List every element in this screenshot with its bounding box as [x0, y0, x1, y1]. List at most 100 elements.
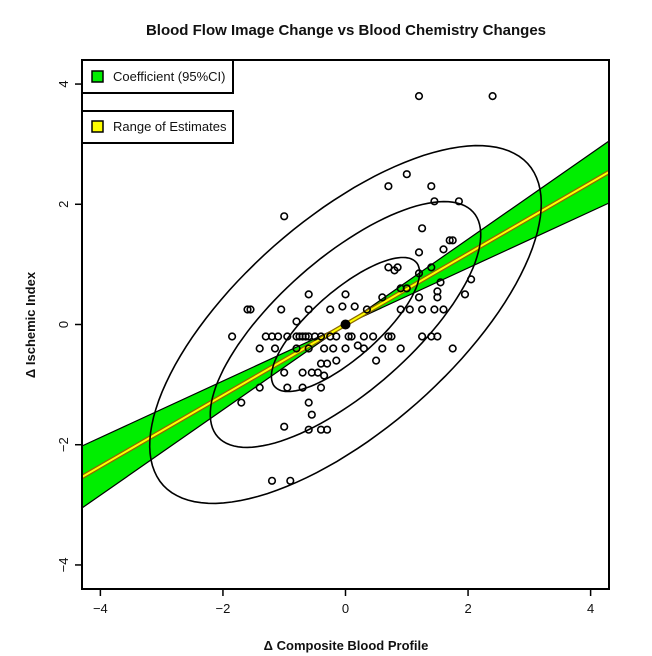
data-point — [255, 344, 264, 353]
data-point — [341, 344, 350, 353]
data-point — [280, 368, 289, 377]
data-point — [304, 344, 313, 353]
data-point — [448, 344, 457, 353]
legend-range: Range of Estimates — [81, 110, 234, 144]
y-tick-label: −4 — [56, 558, 71, 573]
chart-title: Blood Flow Image Change vs Blood Chemist… — [146, 22, 546, 39]
data-point — [467, 275, 476, 284]
data-point — [353, 341, 362, 350]
data-point — [237, 398, 246, 407]
data-point — [228, 332, 237, 341]
data-point — [274, 332, 283, 341]
ellipse-3 — [148, 144, 543, 505]
data-point — [414, 91, 424, 101]
legend-box-range — [81, 110, 234, 144]
x-tick-label: −4 — [93, 601, 108, 616]
data-point — [430, 305, 439, 314]
data-point — [427, 263, 436, 272]
data-point — [384, 332, 393, 341]
data-point — [460, 290, 470, 299]
data-point — [332, 332, 341, 341]
y-axis-label: Δ Ischemic Index — [23, 271, 38, 378]
data-point — [448, 236, 457, 245]
data-point — [277, 305, 286, 314]
data-point — [323, 425, 332, 434]
data-point — [418, 305, 427, 314]
data-point — [304, 305, 313, 314]
data-point — [304, 290, 313, 299]
x-tick-label: 2 — [464, 601, 471, 616]
density-ellipses — [148, 144, 543, 505]
data-point — [298, 368, 307, 377]
data-point — [332, 356, 341, 365]
data-point — [414, 269, 424, 278]
data-point — [418, 224, 427, 233]
data-point — [384, 263, 393, 272]
legend-box-coefficient — [81, 59, 234, 94]
legend-swatch-coefficient — [91, 70, 104, 83]
data-point — [283, 383, 292, 392]
data-point — [341, 290, 350, 299]
data-point — [378, 344, 387, 353]
data-point — [433, 293, 442, 302]
data-point — [433, 332, 442, 341]
data-point — [338, 302, 347, 311]
data-point — [396, 344, 405, 353]
data-point — [246, 305, 255, 314]
data-point — [454, 197, 464, 206]
data-point — [316, 383, 326, 392]
data-point — [402, 170, 411, 179]
data-point — [405, 305, 414, 314]
x-axis-label: Δ Composite Blood Profile — [264, 638, 429, 653]
data-point — [488, 91, 497, 101]
legend-coefficient: Coefficient (95%CI) — [81, 59, 234, 94]
y-tick-label: −2 — [56, 437, 71, 452]
data-point — [362, 305, 372, 314]
data-point — [323, 359, 332, 368]
centroid-point — [340, 319, 351, 330]
data-point — [359, 332, 369, 341]
data-point — [445, 236, 454, 245]
data-point — [344, 332, 353, 341]
data-point — [326, 305, 335, 314]
data-point — [427, 182, 436, 191]
data-point — [414, 248, 424, 257]
data-point — [313, 368, 323, 377]
data-point — [286, 476, 295, 485]
y-tick-label: 0 — [56, 321, 71, 328]
data-point — [369, 332, 378, 341]
data-point — [292, 344, 301, 353]
data-point — [304, 425, 313, 434]
data-point — [320, 371, 329, 380]
data-point — [439, 305, 448, 314]
data-point — [372, 356, 381, 365]
data-point — [320, 344, 329, 353]
data-point — [418, 332, 427, 341]
legend-label-range: Range of Estimates — [113, 119, 227, 134]
data-point — [390, 266, 399, 275]
data-point — [307, 410, 316, 419]
ellipse-1 — [270, 256, 421, 393]
data-point — [384, 182, 393, 191]
y-tick-label: 2 — [56, 201, 71, 208]
ellipse-2 — [209, 200, 482, 449]
data-point — [396, 305, 405, 314]
x-tick-label: 0 — [342, 601, 349, 616]
data-point — [387, 332, 396, 341]
x-tick-label: 4 — [587, 601, 594, 616]
data-point — [283, 332, 292, 341]
data-point — [316, 332, 326, 341]
plot-frame — [81, 59, 610, 590]
data-point — [270, 344, 280, 353]
legend-label-coefficient: Coefficient (95%CI) — [113, 69, 225, 84]
data-point — [292, 317, 301, 326]
data-point — [280, 212, 289, 221]
data-point — [347, 332, 356, 341]
data-point — [378, 293, 387, 302]
data-point — [359, 344, 369, 353]
data-point — [350, 302, 359, 311]
data-point — [298, 383, 307, 392]
data-point — [243, 305, 252, 314]
data-point — [414, 293, 424, 302]
